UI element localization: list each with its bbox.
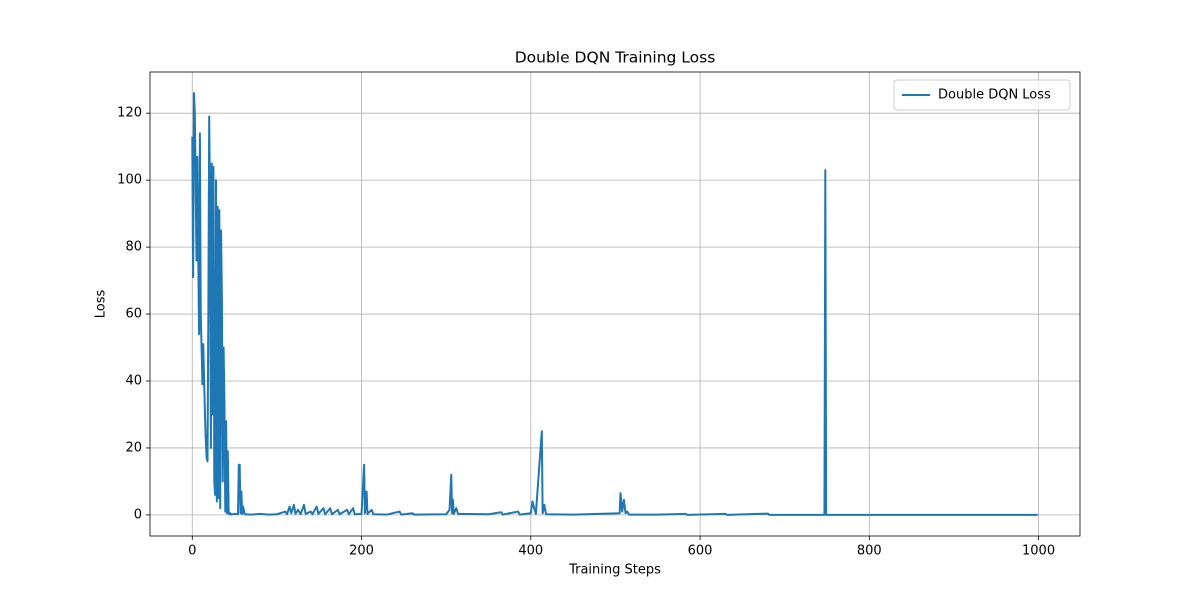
- x-tick-label: 800: [857, 544, 882, 559]
- y-axis-label: Loss: [94, 290, 109, 319]
- y-tick-label: 20: [125, 440, 142, 455]
- y-tick-label: 120: [117, 106, 142, 121]
- line-series: [191, 92, 1038, 516]
- x-tick-label: 0: [188, 544, 196, 559]
- x-tick-label: 200: [349, 544, 374, 559]
- y-tick-label: 80: [125, 240, 142, 255]
- legend-label: Double DQN Loss: [938, 88, 1051, 103]
- y-tick-label: 60: [125, 307, 142, 322]
- y-tick-label: 40: [125, 373, 142, 388]
- x-tick-label: 400: [518, 544, 543, 559]
- y-tick-label: 100: [117, 173, 142, 188]
- x-tick-label: 1000: [1022, 544, 1055, 559]
- legend-box: [893, 79, 1071, 111]
- chart-title: Double DQN Training Loss: [515, 49, 716, 67]
- x-tick-label: 600: [688, 544, 713, 559]
- x-axis-label: Training Steps: [568, 563, 661, 578]
- y-tick-label: 0: [134, 507, 142, 522]
- plot-frame: [149, 71, 1081, 537]
